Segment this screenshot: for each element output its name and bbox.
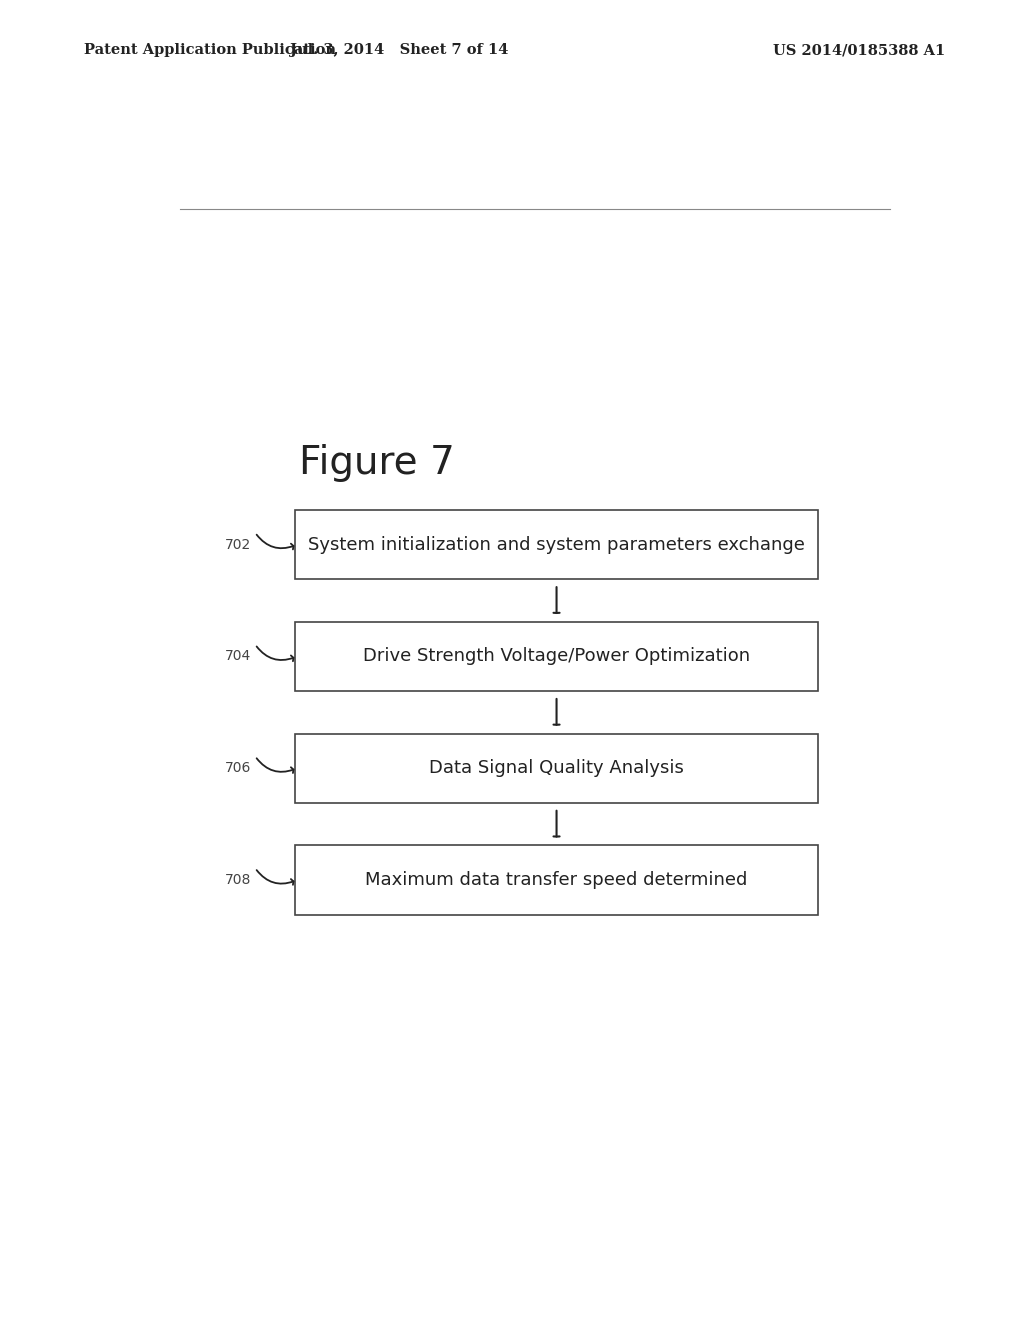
Bar [295, 510, 818, 579]
Bar [295, 622, 818, 690]
Text: 704: 704 [224, 649, 251, 664]
Text: Figure 7: Figure 7 [299, 445, 455, 482]
Text: US 2014/0185388 A1: US 2014/0185388 A1 [773, 44, 945, 57]
Text: System initialization and system parameters exchange: System initialization and system paramet… [308, 536, 805, 553]
Text: Maximum data transfer speed determined: Maximum data transfer speed determined [366, 871, 748, 890]
Bar [295, 734, 818, 803]
Text: 706: 706 [224, 762, 251, 775]
Text: Drive Strength Voltage/Power Optimization: Drive Strength Voltage/Power Optimizatio… [362, 647, 751, 665]
Text: Jul. 3, 2014   Sheet 7 of 14: Jul. 3, 2014 Sheet 7 of 14 [290, 44, 509, 57]
Text: 702: 702 [224, 537, 251, 552]
Text: 708: 708 [224, 873, 251, 887]
Text: Patent Application Publication: Patent Application Publication [84, 44, 336, 57]
Text: Data Signal Quality Analysis: Data Signal Quality Analysis [429, 759, 684, 777]
Bar [295, 846, 818, 915]
